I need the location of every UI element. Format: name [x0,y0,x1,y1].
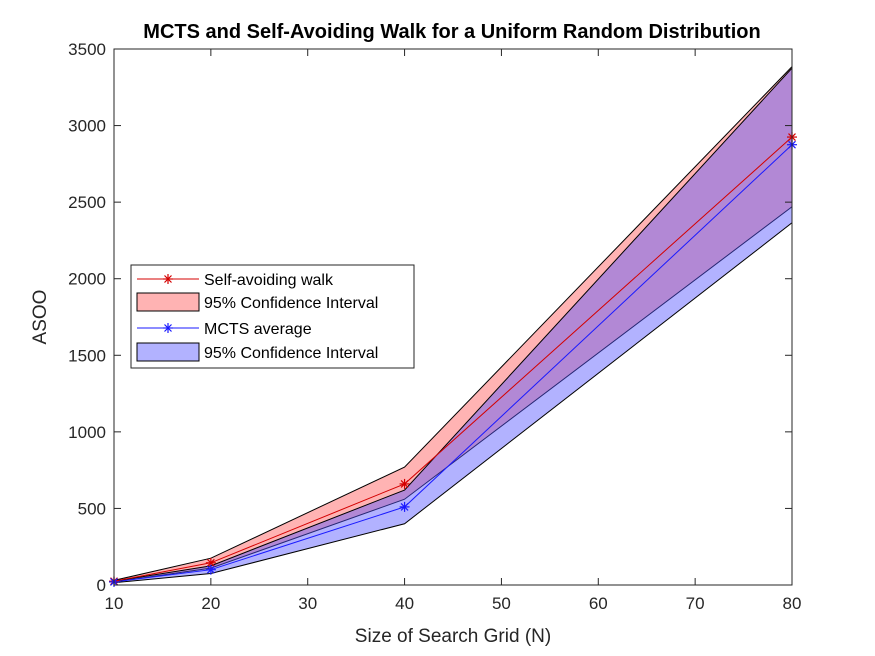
y-tick-label: 1500 [68,346,106,365]
y-tick-label: 2000 [68,270,106,289]
data-point-self-avoiding-walk-40 [399,478,410,489]
x-tick-label: 40 [395,594,414,613]
series-lines [113,136,793,583]
legend-marker-self-avoiding-walk [163,274,173,284]
legend-label-mcts-average: MCTS average [204,321,312,338]
x-tick-label: 60 [589,594,608,613]
y-tick-label: 500 [78,499,106,518]
chart-title: MCTS and Self-Avoiding Walk for a Unifor… [143,21,760,43]
series-line-mcts-average [113,144,793,583]
x-tick-label: 30 [298,594,317,613]
legend-box [130,264,415,369]
x-tick-label: 50 [492,594,511,613]
plot-frame [113,48,793,586]
y-tick-label: 3000 [68,117,106,136]
legend-swatch-ci-mcts-average [136,342,200,362]
x-tick-label: 10 [105,594,124,613]
legend-label-ci-self-avoiding-walk: 95% Confidence Interval [204,295,378,312]
legend-label-ci-mcts-average: 95% Confidence Interval [204,345,378,362]
y-tick-label: 0 [97,576,106,595]
legend: Self-avoiding walk 95% Confidence Interv… [130,264,415,369]
data-point-mcts-average-40 [399,501,410,512]
legend-label-self-avoiding-walk: Self-avoiding walk [204,272,334,289]
legend-swatch-ci-self-avoiding-walk [136,292,200,312]
y-tick-label: 2500 [68,193,106,212]
x-axis-ticks: 10 20 30 40 50 60 70 80 [105,49,802,613]
series-line-self-avoiding-walk [113,136,793,582]
x-tick-label: 70 [686,594,705,613]
x-tick-label: 20 [201,594,220,613]
data-point-mcts-average-20 [205,564,216,575]
y-axis-ticks: 0 500 1000 1500 2000 2500 3000 3500 [68,40,792,595]
legend-marker-mcts-average [163,323,173,333]
y-tick-label: 1000 [68,423,106,442]
x-tick-label: 80 [783,594,802,613]
x-axis-label: Size of Search Grid (N) [355,626,551,647]
y-tick-label: 3500 [68,40,106,59]
y-axis-label: ASOO [30,290,51,345]
